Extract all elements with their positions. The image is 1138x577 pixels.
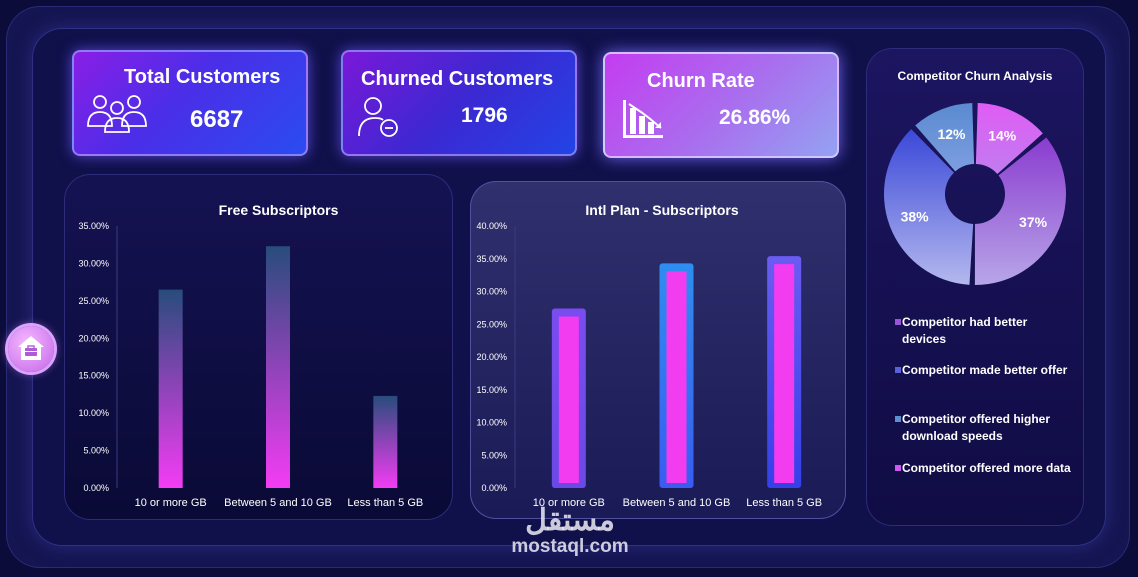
legend-swatch [895, 465, 901, 471]
kpi-label-churned-customers: Churned Customers [361, 68, 554, 90]
home-button[interactable] [8, 326, 54, 372]
legend-item-better-devices: Competitor had better devices [895, 314, 1074, 348]
legend-label: Competitor made better offer [902, 363, 1068, 377]
y-tick-label: 15.00% [476, 385, 507, 395]
chart-title-intl-plan: Intl Plan - Subscriptors [585, 202, 739, 218]
legend-item-better-offer: Competitor made better offer [895, 362, 1074, 379]
watermark-arabic: مستقل [525, 504, 615, 537]
kpi-label-churn-rate: Churn Rate [647, 70, 755, 92]
y-tick-label: 35.00% [476, 254, 507, 264]
bar-inner [558, 316, 579, 483]
kpi-value-churned-customers: 1796 [461, 104, 508, 127]
bar [158, 289, 183, 488]
y-tick-label: 15.00% [78, 371, 109, 381]
legend-label: Competitor had better devices [902, 315, 1028, 346]
bar-inner [774, 264, 795, 483]
kpi-value-churn-rate: 26.86% [719, 106, 791, 129]
bar [373, 395, 398, 488]
slice-value-label: 37% [1019, 214, 1048, 230]
competitor-churn-donut-chart: 14% 37% 38% 12% [884, 103, 1066, 285]
user-remove-icon [358, 97, 398, 137]
intl-plan-chart: 0.00% 5.00% 10.00% 15.00% 20.00% 25.00% 30.00%… [476, 221, 822, 509]
slice-value-label: 14% [988, 128, 1017, 144]
y-tick-label: 5.00% [481, 450, 507, 460]
y-tick-label: 30.00% [78, 258, 109, 268]
legend-item-higher-download-speeds: Competitor offered higher download speed… [895, 411, 1074, 445]
bar [266, 246, 290, 488]
x-tick-label: 10 or more GB [135, 497, 207, 509]
donut-slice [884, 129, 974, 285]
y-tick-label: 20.00% [476, 352, 507, 362]
x-tick-label: Less than 5 GB [746, 497, 822, 509]
watermark-latin: mostaql.com [511, 536, 629, 557]
chart-title-free-subscriptors: Free Subscriptors [218, 202, 339, 218]
x-tick-label: Less than 5 GB [347, 497, 423, 509]
kpi-label-total-customers: Total Customers [124, 66, 281, 88]
donut-slice [975, 103, 1043, 174]
x-tick-label: 10 or more GB [533, 497, 605, 509]
y-tick-label: 10.00% [476, 418, 507, 428]
legend-swatch [895, 416, 901, 422]
x-tick-label: Between 5 and 10 GB [623, 497, 731, 509]
y-tick-label: 30.00% [476, 287, 507, 297]
users-group-icon [87, 95, 147, 133]
kpi-card-churn-rate: Churn Rate 26.86% [603, 52, 839, 158]
kpi-card-churned-customers: Churned Customers 1796 [341, 50, 577, 156]
watermark: مستقل mostaql.com [500, 505, 640, 575]
legend-label: Competitor offered more data [902, 461, 1071, 475]
y-tick-label: 35.00% [78, 221, 109, 231]
y-tick-label: 40.00% [476, 221, 507, 231]
y-tick-label: 0.00% [83, 483, 109, 493]
bar-inner [666, 271, 687, 483]
legend-swatch [895, 367, 901, 373]
legend-swatch [895, 319, 901, 325]
y-tick-label: 0.00% [481, 483, 507, 493]
chart-title-competitor-churn: Competitor Churn Analysis [897, 69, 1053, 83]
y-tick-label: 25.00% [78, 296, 109, 306]
free-subscriptors-chart: 0.00% 5.00% 10.00% 15.00% 20.00% 25.00% 30.00%… [78, 221, 423, 509]
y-tick-label: 20.00% [78, 333, 109, 343]
kpi-value-total-customers: 6687 [190, 106, 244, 133]
competitor-churn-panel [866, 48, 1084, 526]
slice-value-label: 12% [937, 126, 966, 142]
x-tick-label: Between 5 and 10 GB [224, 497, 332, 509]
slice-value-label: 38% [901, 209, 930, 225]
donut-slice [915, 103, 975, 172]
legend-label: Competitor offered higher download speed… [902, 412, 1051, 443]
legend-item-more-data: Competitor offered more data [895, 460, 1074, 477]
declining-chart-icon [623, 100, 663, 138]
y-tick-label: 10.00% [78, 408, 109, 418]
donut-slice [974, 137, 1066, 285]
kpi-card-total-customers: Total Customers 6687 [72, 50, 308, 156]
home-icon [18, 336, 44, 360]
y-tick-label: 25.00% [476, 319, 507, 329]
y-tick-label: 5.00% [83, 446, 109, 456]
